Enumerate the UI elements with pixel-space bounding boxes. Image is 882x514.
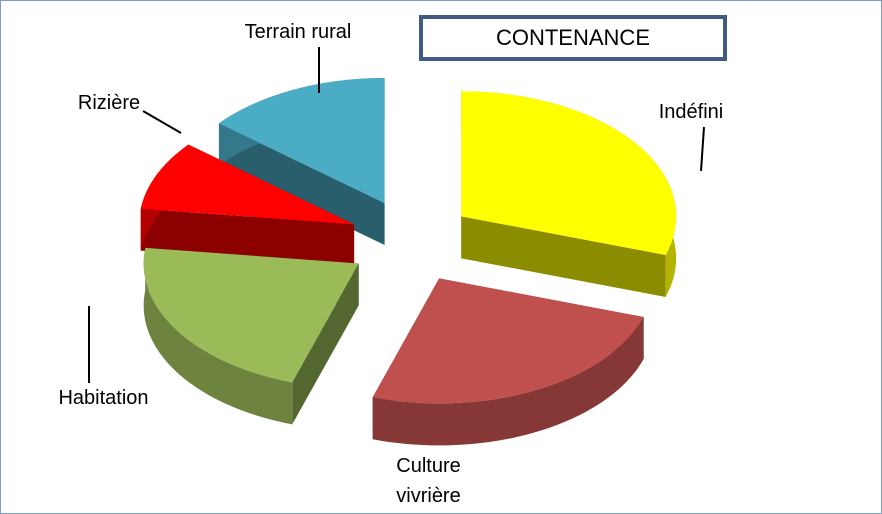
slice-top [218,77,385,203]
pie-slice [143,247,359,425]
slice-edge [372,317,644,446]
slice-label: Rizière [77,92,141,114]
pie-slice [140,144,355,267]
slice-top [372,278,644,404]
leader-line [142,110,182,134]
slice-label: Terrain rural [244,21,352,43]
slice-top [461,91,677,255]
leader-line [700,126,705,172]
slice-side [218,123,385,245]
pie-slice [461,91,677,297]
slice-top [143,247,359,383]
slice-side [461,216,666,297]
slice-top [140,144,355,225]
chart-title: CONTENANCE [419,15,727,61]
slice-label: Culture vivrière [396,455,461,507]
slice-label: Indéfini [658,101,724,123]
slice-edge [143,247,293,425]
pie-slice [372,278,644,446]
slice-label: Habitation [58,387,149,409]
pie-slice [218,77,385,245]
